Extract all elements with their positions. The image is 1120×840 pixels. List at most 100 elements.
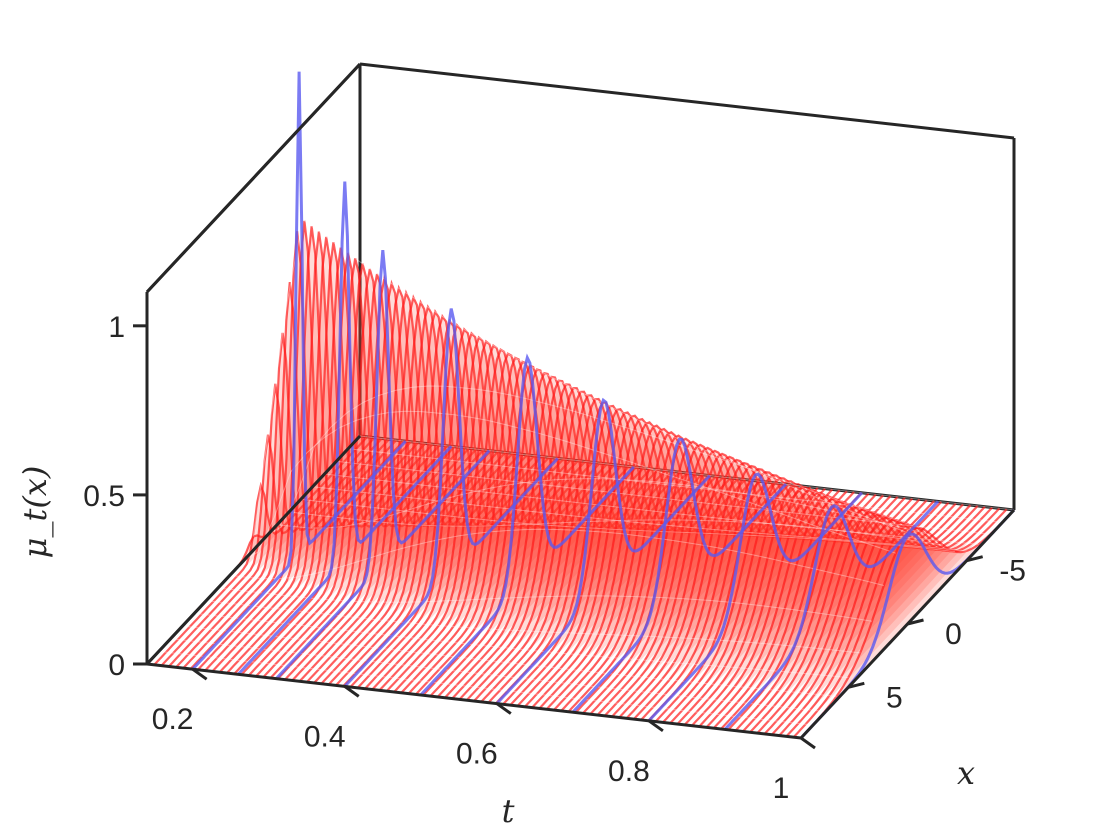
surface-band [299, 292, 513, 682]
surface-band [590, 444, 804, 715]
surface-line [160, 434, 376, 667]
surface-line [436, 371, 652, 698]
surface-band [655, 472, 869, 722]
surface-band [415, 361, 629, 695]
surface-series [146, 218, 1015, 739]
curve-line [237, 181, 453, 676]
surface-mesh-line [312, 486, 967, 552]
surface-line [415, 360, 630, 696]
surface-line [298, 289, 514, 683]
t-tick-mark [495, 702, 512, 715]
t-tick-mark [343, 685, 360, 698]
surface-band [503, 405, 717, 705]
surface-band [423, 365, 637, 696]
surface-band [604, 450, 818, 716]
surface-band [270, 274, 484, 678]
surface-band [517, 412, 731, 706]
t-tick-label: 1 [773, 772, 790, 805]
surface-band [597, 447, 811, 715]
surface-line [407, 356, 623, 695]
t-tick-label: 0.2 [152, 703, 194, 736]
x-tick-label: 0 [945, 618, 962, 651]
surface-mesh-line [194, 612, 849, 679]
surface-band [444, 376, 658, 698]
box-edge [145, 434, 362, 666]
surface-line [509, 407, 725, 706]
surface-line [742, 502, 957, 733]
surface-band [430, 369, 644, 697]
x-axis-label: x [957, 754, 975, 792]
surface-line [763, 505, 979, 735]
surface-band [321, 307, 535, 684]
box-edge [145, 62, 362, 294]
surface-mesh-line [324, 473, 979, 545]
surface-mesh-line [253, 218, 908, 537]
surface-band [474, 391, 687, 701]
surface-line [153, 436, 369, 666]
t-tick-label: 0.8 [608, 755, 650, 788]
z-tick-label: 0.5 [83, 480, 125, 513]
surface-mesh-line [182, 625, 837, 697]
surface-line [756, 504, 972, 734]
surface-band [190, 231, 404, 669]
t-tick-label: 0.4 [304, 720, 346, 753]
surface-line [313, 299, 528, 684]
surface-band [176, 332, 390, 668]
surface-band [219, 236, 433, 673]
surface-line [502, 404, 717, 706]
t-axis-label: t [502, 792, 515, 830]
surface-band [350, 325, 564, 688]
curve-line [275, 249, 491, 680]
t-tick-label: 0.6 [456, 738, 498, 771]
x-tick-label: 5 [886, 681, 903, 714]
surface-band [670, 478, 884, 724]
surface-line [168, 383, 383, 668]
surface-band [684, 484, 898, 725]
surface-mesh-line [348, 448, 1003, 523]
surface-line [785, 507, 1001, 738]
surface-band [706, 492, 920, 728]
z-axis-label-mu: μ_t(x) [16, 466, 54, 559]
surface-mesh-line [359, 435, 1015, 511]
surface-band [292, 288, 506, 681]
curve-line [723, 500, 940, 731]
surface-band [459, 384, 673, 700]
x-tick-mark [847, 681, 865, 689]
z-tick-label: 0 [108, 649, 125, 682]
surface-band [452, 380, 666, 699]
surface-mesh-line [288, 511, 944, 546]
curve-line [495, 397, 711, 705]
curve-line [419, 353, 635, 697]
surface-line [306, 294, 521, 683]
surface-line [792, 508, 1008, 738]
surface-line [320, 304, 536, 685]
surface-band [466, 388, 680, 701]
surface-band [183, 282, 397, 669]
axis-ticks: 0.2 0.4 0.6 0.8 1 -5 0 5 0 0.5 1 [83, 311, 1026, 805]
surface-line [778, 506, 993, 737]
surface-band [692, 487, 905, 726]
x-tick-label: -5 [999, 555, 1026, 588]
x-tick-mark [907, 618, 924, 626]
curve-line [343, 308, 559, 688]
surface-mesh-line [265, 385, 920, 537]
x-tick-mark [966, 555, 984, 563]
surface-line [255, 263, 470, 678]
surface-mesh-line [170, 638, 825, 712]
surface-band [662, 475, 876, 723]
box-edge [359, 62, 1015, 140]
surface-band [226, 242, 440, 674]
surface-band [408, 357, 622, 694]
surface-band [306, 297, 520, 683]
curve-line [647, 472, 863, 722]
surface-band [437, 373, 651, 697]
surface-line [480, 394, 696, 703]
surface-band [314, 302, 528, 683]
surface-line [400, 352, 616, 694]
z-tick-label: 1 [108, 311, 125, 344]
surface-line [734, 501, 950, 732]
surface-line [465, 386, 681, 701]
surface-line [429, 368, 645, 697]
surface-line [291, 284, 507, 682]
t-tick-mark [191, 667, 208, 681]
